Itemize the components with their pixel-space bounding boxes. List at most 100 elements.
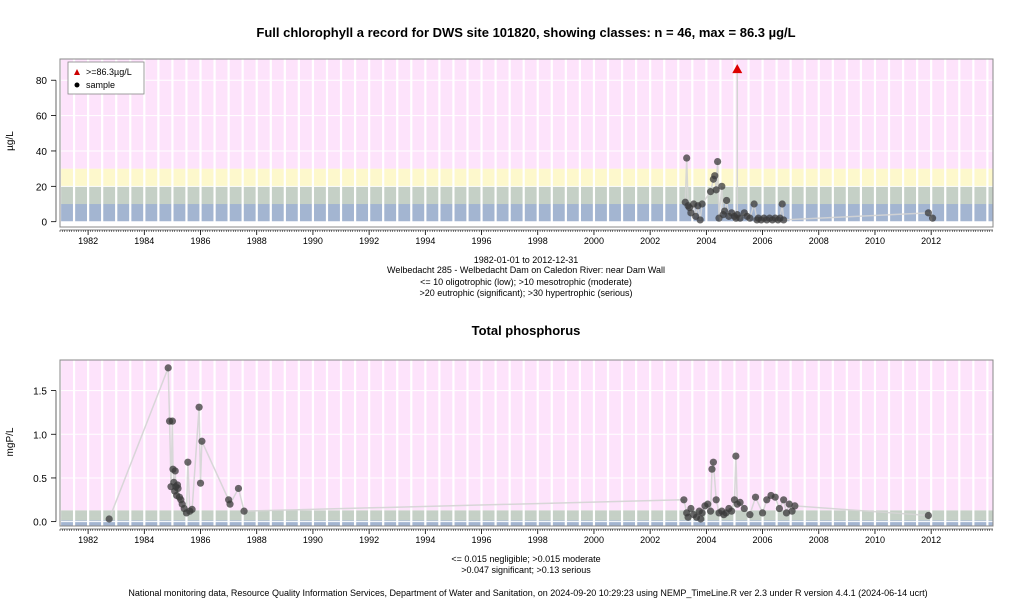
chlorophyll-max-point [732,64,743,74]
phosphorus-x-tick-label: 2004 [696,535,716,545]
phosphorus-data-point [740,504,748,513]
phosphorus-data-point [697,515,705,523]
chlorophyll-x-axis: 1982 1984 1986 1988 1990 1992 1994 1996 1998 2000… [59,229,993,246]
chlorophyll-x-tick-label: 2010 [865,236,885,246]
phosphorus-x-tick-label: 2010 [865,535,885,545]
phosphorus-data-point [746,511,754,519]
phosphorus-x-tick-label: 1982 [78,535,98,545]
phosphorus-data-point [226,500,234,508]
phosphorus-data-point [164,364,172,372]
phosphorus-data-point [188,505,196,513]
phosphorus-y-tick-label: 0.5 [33,474,47,485]
chlorophyll-y-tick-label: 40 [36,147,48,158]
chlorophyll-plot-frame [59,58,994,228]
chlorophyll-data-point [750,200,758,208]
chlorophyll-legend: >=86.3µg/L sample [67,61,145,95]
legend-entry-max: >=86.3µg/L [86,67,132,77]
phosphorus-x-tick-label: 1986 [190,535,210,545]
chlorophyll-x-tick-label: 1988 [247,236,267,246]
chlorophyll-data-point [711,172,719,180]
legend-triangle-icon [74,69,80,75]
phosphorus-x-tick-label: 1998 [528,535,548,545]
chlorophyll-x-tick-label: 2002 [640,236,660,246]
chlorophyll-panel: 1982 1984 1986 1988 1990 1992 1994 1996 1998 2000… [5,58,994,298]
chlorophyll-data-point [721,207,729,215]
phosphorus-data-point [706,507,715,515]
phosphorus-band-0 [60,520,993,526]
chlorophyll-x-tick-label: 1986 [190,236,210,246]
chlorophyll-data-point [722,196,731,205]
phosphorus-y-tick-label: 0.0 [33,518,47,529]
phosphorus-data-point [234,484,243,493]
phosphorus-data-point [704,500,712,508]
phosphorus-data-point [184,458,192,466]
phosphorus-data-point [712,496,720,504]
chlorophyll-data-point [924,209,932,217]
phosphorus-x-tick-label: 1994 [415,535,435,545]
phosphorus-data-point [924,511,932,520]
chlorophyll-data-point [713,157,722,166]
phosphorus-band-2 [60,510,993,518]
phosphorus-x-tick-label: 2006 [753,535,773,545]
phosphorus-data-point [195,403,203,411]
phosphorus-data-point [196,479,205,487]
chlorophyll-band-2 [60,168,993,187]
phosphorus-points [105,364,932,523]
chlorophyll-x-tick-label: 1984 [134,236,154,246]
phosphorus-data-point [105,515,113,523]
phosphorus-data-point [198,437,206,445]
phosphorus-data-point [758,509,767,517]
chlorophyll-points [681,64,937,224]
chlorophyll-x-tick-label: 2012 [921,236,941,246]
chlorophyll-data-point [718,182,726,190]
phosphorus-x-tick-label: 2000 [584,535,604,545]
phosphorus-data-point [728,507,736,515]
phosphorus-x-tick-label: 2012 [921,535,941,545]
chlorophyll-data-point [696,216,704,224]
chlorophyll-x-tick-label: 1992 [359,236,379,246]
phosphorus-caption-1: <= 0.015 negligible; >0.015 moderate [451,554,600,564]
chlorophyll-x-tick-label: 1998 [528,236,548,246]
chlorophyll-y-axis: 0 20 40 60 80 [36,76,57,229]
chlorophyll-data-point [928,214,937,222]
chlorophyll-data-point [778,200,786,208]
phosphorus-data-point [168,417,177,425]
phosphorus-data-point [736,498,744,507]
phosphorus-data-point [174,484,182,493]
phosphorus-y-axis: 0.0 0.5 1.0 1.5 [33,387,57,529]
phosphorus-y-tick-label: 1.0 [33,430,47,441]
phosphorus-x-tick-label: 1992 [359,535,379,545]
phosphorus-x-tick-label: 1990 [303,535,323,545]
phosphorus-plot-frame [59,359,994,527]
chlorophyll-data-point [706,188,715,196]
chlorophyll-x-tick-label: 2000 [584,236,604,246]
chart2-title: Total phosphorus [472,323,581,338]
phosphorus-x-tick-label: 1984 [134,535,154,545]
phosphorus-y-tick-label: 1.5 [33,387,47,398]
phosphorus-data-point [771,493,779,501]
phosphorus-data-point [680,496,688,504]
chlorophyll-band-1 [60,186,993,205]
chlorophyll-y-tick-label: 60 [36,112,48,123]
phosphorus-data-point [684,513,692,521]
phosphorus-data-point [732,452,740,460]
chlorophyll-caption-2: Welbedacht 285 - Welbedacht Dam on Caled… [387,265,665,275]
chlorophyll-caption-1: 1982-01-01 to 2012-12-31 [474,255,579,265]
chlorophyll-data-point [683,154,691,162]
phosphorus-x-tick-label: 1988 [247,535,267,545]
legend-entry-sample: sample [86,80,115,90]
chlorophyll-y-tick-label: 0 [41,218,47,229]
phosphorus-x-tick-label: 2008 [809,535,829,545]
phosphorus-data-point [687,504,695,513]
chlorophyll-x-tick-label: 1982 [78,236,98,246]
footer-credit: National monitoring data, Resource Quali… [128,588,927,598]
phosphorus-y-label: mgP/L [5,427,16,456]
chlorophyll-caption-4: >20 eutrophic (significant); >30 hypertr… [419,288,632,298]
chlorophyll-x-tick-label: 1994 [415,236,435,246]
chart1-title: Full chlorophyll a record for DWS site 1… [256,25,795,40]
phosphorus-data-point [240,507,248,515]
chlorophyll-x-tick-label: 1990 [303,236,323,246]
phosphorus-data-point [708,465,716,473]
chlorophyll-data-point [780,216,788,224]
